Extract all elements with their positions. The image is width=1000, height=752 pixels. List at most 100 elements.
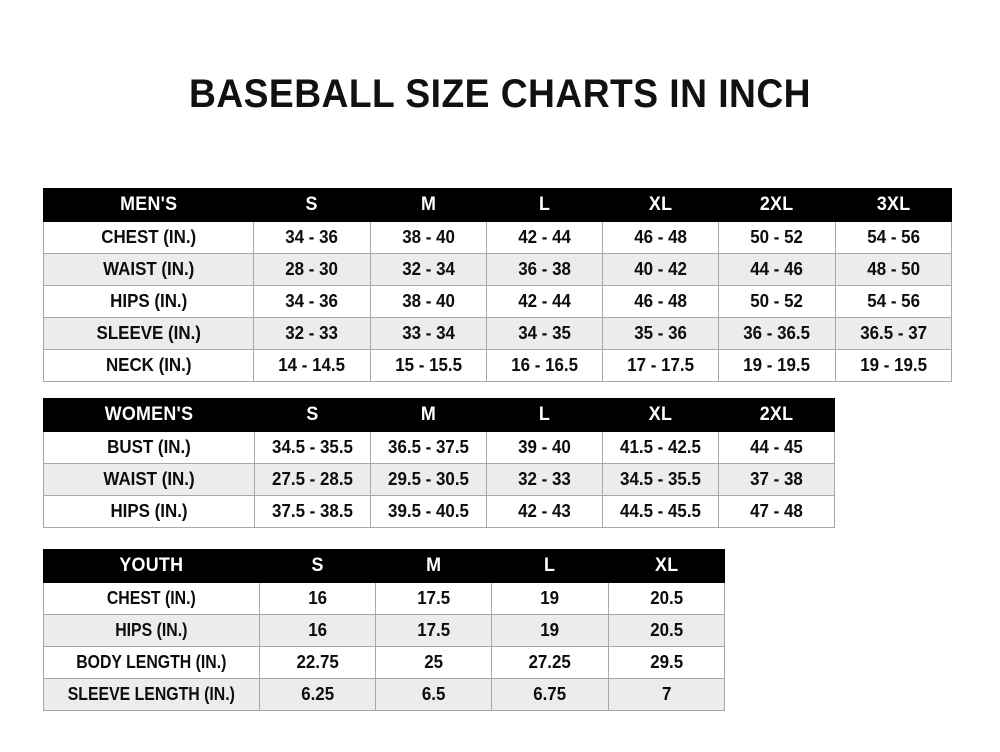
mens-measurement-cell: 19 - 19.5 — [718, 349, 836, 382]
mens-measurement-value: 19 - 19.5 — [743, 355, 811, 375]
womens-size-header-m: M — [370, 398, 487, 432]
mens-measurement-value: 54 - 56 — [867, 291, 920, 311]
mens-size-header-3xl: 3XL — [834, 188, 953, 222]
mens-measurement-value: 40 - 42 — [634, 259, 688, 279]
youth-row-label-text: SLEEVE LENGTH (IN.) — [67, 684, 235, 704]
mens-measurement-cell: 54 - 56 — [834, 221, 953, 254]
youth-header-label-text: YOUTH — [119, 555, 184, 576]
womens-header-label-text: WOMEN'S — [104, 404, 194, 425]
womens-measurement-value: 44 - 45 — [750, 437, 803, 457]
womens-size-header-2xl: 2XL — [718, 398, 835, 432]
womens-measurement-cell: 39 - 40 — [486, 431, 603, 464]
mens-measurement-value: 19 - 19.5 — [859, 355, 927, 375]
youth-row-label: BODY LENGTH (IN.) — [43, 646, 260, 679]
youth-table-body: CHEST (IN.) 16 17.5 19 20.5 HIPS (IN.) 16 17.5 1… — [43, 582, 726, 711]
youth-measurement-cell: 20.5 — [607, 582, 726, 615]
mens-measurement-cell: 46 - 48 — [602, 221, 720, 254]
mens-measurement-cell: 34 - 35 — [485, 317, 604, 350]
youth-header-label: YOUTH — [43, 549, 260, 583]
youth-row-label-text: CHEST (IN.) — [106, 588, 196, 608]
womens-measurement-value: 44.5 - 45.5 — [620, 501, 701, 521]
mens-row-label: SLEEVE (IN.) — [42, 317, 255, 350]
mens-measurement-cell: 44 - 46 — [718, 253, 836, 286]
youth-size-header-text: M — [426, 555, 442, 576]
mens-measurement-value: 32 - 33 — [285, 323, 339, 343]
youth-measurement-value: 6.75 — [533, 684, 567, 704]
womens-size-header-text: XL — [648, 404, 673, 425]
mens-size-header-m: M — [369, 188, 487, 222]
table-row: WAIST (IN.) 27.5 - 28.5 29.5 - 30.5 32 - 33… — [43, 463, 835, 496]
mens-measurement-value: 50 - 52 — [750, 291, 804, 311]
youth-measurement-value: 22.75 — [296, 652, 339, 672]
mens-measurement-cell: 15 - 15.5 — [369, 349, 487, 382]
womens-size-header-text: S — [306, 404, 319, 425]
womens-measurement-cell: 37.5 - 38.5 — [254, 495, 371, 528]
mens-measurement-cell: 32 - 33 — [253, 317, 371, 350]
youth-measurement-cell: 16 — [258, 614, 376, 647]
womens-measurement-value: 36.5 - 37.5 — [388, 437, 469, 457]
mens-measurement-value: 28 - 30 — [285, 259, 339, 279]
mens-row-label-text: HIPS (IN.) — [110, 291, 188, 311]
womens-measurement-cell: 39.5 - 40.5 — [370, 495, 487, 528]
mens-header-row: MEN'S S M L XL 2XL 3XL — [42, 188, 953, 222]
womens-measurement-value: 37.5 - 38.5 — [272, 501, 353, 521]
mens-measurement-value: 38 - 40 — [401, 227, 455, 247]
youth-measurement-cell: 17.5 — [374, 614, 493, 647]
womens-measurement-cell: 27.5 - 28.5 — [254, 463, 371, 496]
womens-size-header-l: L — [486, 398, 603, 432]
mens-measurement-value: 32 - 34 — [401, 259, 455, 279]
mens-measurement-value: 17 - 17.5 — [627, 355, 695, 375]
mens-measurement-value: 33 - 34 — [401, 323, 455, 343]
youth-measurement-cell: 19 — [491, 614, 609, 647]
youth-measurement-value: 16 — [307, 620, 327, 640]
womens-measurement-cell: 47 - 48 — [718, 495, 835, 528]
youth-size-header-l: L — [491, 549, 609, 583]
womens-measurement-cell: 41.5 - 42.5 — [602, 431, 719, 464]
mens-size-header-text: S — [305, 194, 319, 215]
table-row: HIPS (IN.) 16 17.5 19 20.5 — [43, 614, 726, 647]
mens-header-label-text: MEN'S — [120, 194, 178, 215]
mens-measurement-value: 38 - 40 — [401, 291, 455, 311]
womens-row-label: HIPS (IN.) — [43, 495, 255, 528]
womens-size-header-text: L — [538, 404, 551, 425]
youth-measurement-value: 17.5 — [417, 588, 451, 608]
table-row: HIPS (IN.) 34 - 36 38 - 40 42 - 44 46 - 48 50… — [42, 285, 953, 318]
mens-measurement-cell: 36 - 36.5 — [718, 317, 836, 350]
youth-measurement-value: 6.5 — [421, 684, 446, 704]
table-row: WAIST (IN.) 28 - 30 32 - 34 36 - 38 40 - 42 4… — [42, 253, 953, 286]
mens-measurement-value: 34 - 36 — [285, 227, 339, 247]
youth-measurement-cell: 16 — [258, 582, 376, 615]
youth-measurement-cell: 6.25 — [258, 678, 376, 711]
youth-size-header-text: XL — [654, 555, 679, 576]
mens-measurement-cell: 19 - 19.5 — [834, 349, 953, 382]
mens-measurement-cell: 38 - 40 — [369, 221, 487, 254]
mens-measurement-cell: 42 - 44 — [485, 285, 604, 318]
mens-measurement-cell: 33 - 34 — [369, 317, 487, 350]
mens-measurement-cell: 14 - 14.5 — [253, 349, 371, 382]
mens-measurement-cell: 16 - 16.5 — [485, 349, 604, 382]
youth-measurement-cell: 6.75 — [491, 678, 609, 711]
mens-row-label-text: SLEEVE (IN.) — [96, 323, 201, 343]
womens-measurement-cell: 36.5 - 37.5 — [370, 431, 487, 464]
youth-row-label-text: BODY LENGTH (IN.) — [76, 652, 227, 672]
youth-measurement-value: 6.25 — [300, 684, 334, 704]
womens-measurement-value: 42 - 43 — [518, 501, 571, 521]
youth-measurement-cell: 20.5 — [607, 614, 726, 647]
mens-measurement-cell: 17 - 17.5 — [602, 349, 720, 382]
youth-measurement-cell: 25 — [374, 646, 493, 679]
mens-row-label-text: WAIST (IN.) — [103, 259, 195, 279]
mens-measurement-cell: 28 - 30 — [253, 253, 371, 286]
womens-measurement-value: 41.5 - 42.5 — [620, 437, 701, 457]
mens-measurement-value: 35 - 36 — [634, 323, 688, 343]
womens-measurement-cell: 29.5 - 30.5 — [370, 463, 487, 496]
table-row: BUST (IN.) 34.5 - 35.5 36.5 - 37.5 39 - 40 4… — [43, 431, 835, 464]
mens-measurement-cell: 35 - 36 — [602, 317, 720, 350]
table-row: HIPS (IN.) 37.5 - 38.5 39.5 - 40.5 42 - 43 4… — [43, 495, 835, 528]
mens-measurement-cell: 42 - 44 — [485, 221, 604, 254]
womens-size-header-text: 2XL — [759, 404, 794, 425]
mens-row-label-text: CHEST (IN.) — [101, 227, 197, 247]
youth-size-header-xl: XL — [607, 549, 726, 583]
mens-measurement-cell: 36 - 38 — [485, 253, 604, 286]
youth-measurement-value: 17.5 — [417, 620, 451, 640]
